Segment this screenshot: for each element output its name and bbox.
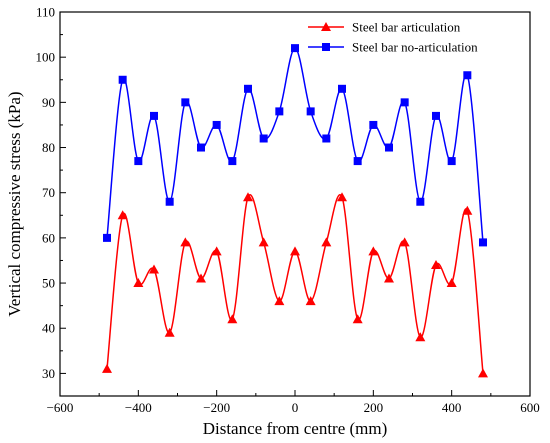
legend-label-0: Steel bar articulation (352, 20, 461, 35)
point-0-3 (149, 264, 159, 274)
point-1-8 (228, 157, 237, 166)
point-0-23 (462, 205, 473, 215)
point-1-23 (463, 71, 472, 80)
point-1-9 (244, 84, 252, 93)
y-axis-title: Vertical compressive stress (kPa) (5, 91, 24, 316)
point-0-22 (446, 278, 457, 288)
point-0-12 (290, 246, 300, 256)
x-tick-label-5: 400 (442, 400, 462, 415)
point-0-0 (102, 363, 112, 373)
y-tick-label-7: 100 (36, 50, 56, 65)
point-0-6 (196, 273, 206, 283)
point-1-13 (306, 107, 315, 116)
x-tick-label-0: −600 (47, 400, 74, 415)
axis-tick-labels: −600 −400 −200 0 200 400 600 30 40 50 60 70 80 90 100 1… (36, 5, 540, 416)
legend-label-1: Steel bar no-articulation (352, 40, 478, 55)
y-tick-label-5: 80 (42, 140, 55, 155)
point-0-13 (305, 296, 316, 306)
point-0-2 (133, 278, 144, 288)
y-tick-label-8: 110 (36, 5, 55, 20)
point-0-14 (321, 237, 332, 247)
point-0-21 (431, 259, 441, 269)
point-1-4 (165, 197, 174, 206)
point-1-12 (291, 44, 299, 53)
point-1-17 (369, 120, 378, 129)
point-0-10 (258, 237, 269, 247)
point-0-16 (352, 314, 363, 324)
x-tick-label-6: 600 (520, 400, 540, 415)
point-0-18 (384, 273, 394, 283)
point-1-22 (447, 157, 456, 166)
y-tick-label-2: 50 (42, 276, 55, 291)
point-1-16 (353, 157, 362, 166)
point-1-11 (275, 107, 284, 116)
series-line-0 (106, 194, 484, 374)
y-tick-label-0: 30 (42, 366, 55, 381)
legend-item-0: Steel bar articulation (308, 20, 461, 35)
y-tick-label-6: 90 (42, 95, 55, 110)
point-1-15 (338, 84, 346, 93)
point-1-24 (479, 238, 487, 247)
point-0-5 (180, 237, 191, 247)
point-1-5 (181, 98, 190, 107)
point-1-7 (212, 120, 221, 129)
point-1-0 (103, 233, 111, 242)
legend: Steel bar articulation Steel bar no-artic… (308, 20, 478, 55)
point-0-24 (478, 368, 488, 378)
series-group (102, 44, 488, 378)
point-1-21 (432, 111, 440, 120)
series-1 (103, 44, 487, 247)
point-1-18 (385, 143, 393, 152)
x-tick-label-4: 200 (364, 400, 384, 415)
point-1-19 (400, 98, 409, 107)
series-line-1 (106, 47, 484, 243)
point-0-19 (399, 237, 410, 247)
point-1-20 (416, 197, 425, 206)
point-0-15 (337, 192, 347, 202)
point-0-20 (415, 332, 426, 342)
point-0-8 (227, 314, 238, 324)
point-0-9 (243, 192, 253, 202)
x-tick-label-1: −400 (125, 400, 152, 415)
point-0-1 (117, 210, 128, 220)
x-tick-label-3: 0 (292, 400, 299, 415)
point-0-17 (368, 246, 379, 256)
y-tick-label-1: 40 (42, 321, 55, 336)
point-1-2 (134, 157, 143, 166)
legend-marker-0 (321, 22, 331, 31)
point-0-11 (274, 296, 285, 306)
series-0 (102, 192, 488, 378)
x-axis-title: Distance from centre (mm) (203, 419, 388, 438)
point-1-14 (322, 134, 331, 143)
legend-marker-1 (322, 43, 330, 51)
point-1-3 (150, 111, 158, 120)
point-0-4 (164, 327, 175, 337)
point-1-10 (259, 134, 268, 143)
point-1-1 (118, 75, 127, 84)
point-0-7 (211, 246, 222, 256)
y-tick-label-4: 70 (42, 185, 55, 200)
axis-ticks (59, 11, 531, 396)
legend-item-1: Steel bar no-articulation (308, 40, 478, 55)
y-tick-label-3: 60 (42, 230, 55, 245)
plot-frame (59, 11, 531, 397)
point-1-6 (197, 143, 205, 152)
x-tick-label-2: −200 (203, 400, 230, 415)
